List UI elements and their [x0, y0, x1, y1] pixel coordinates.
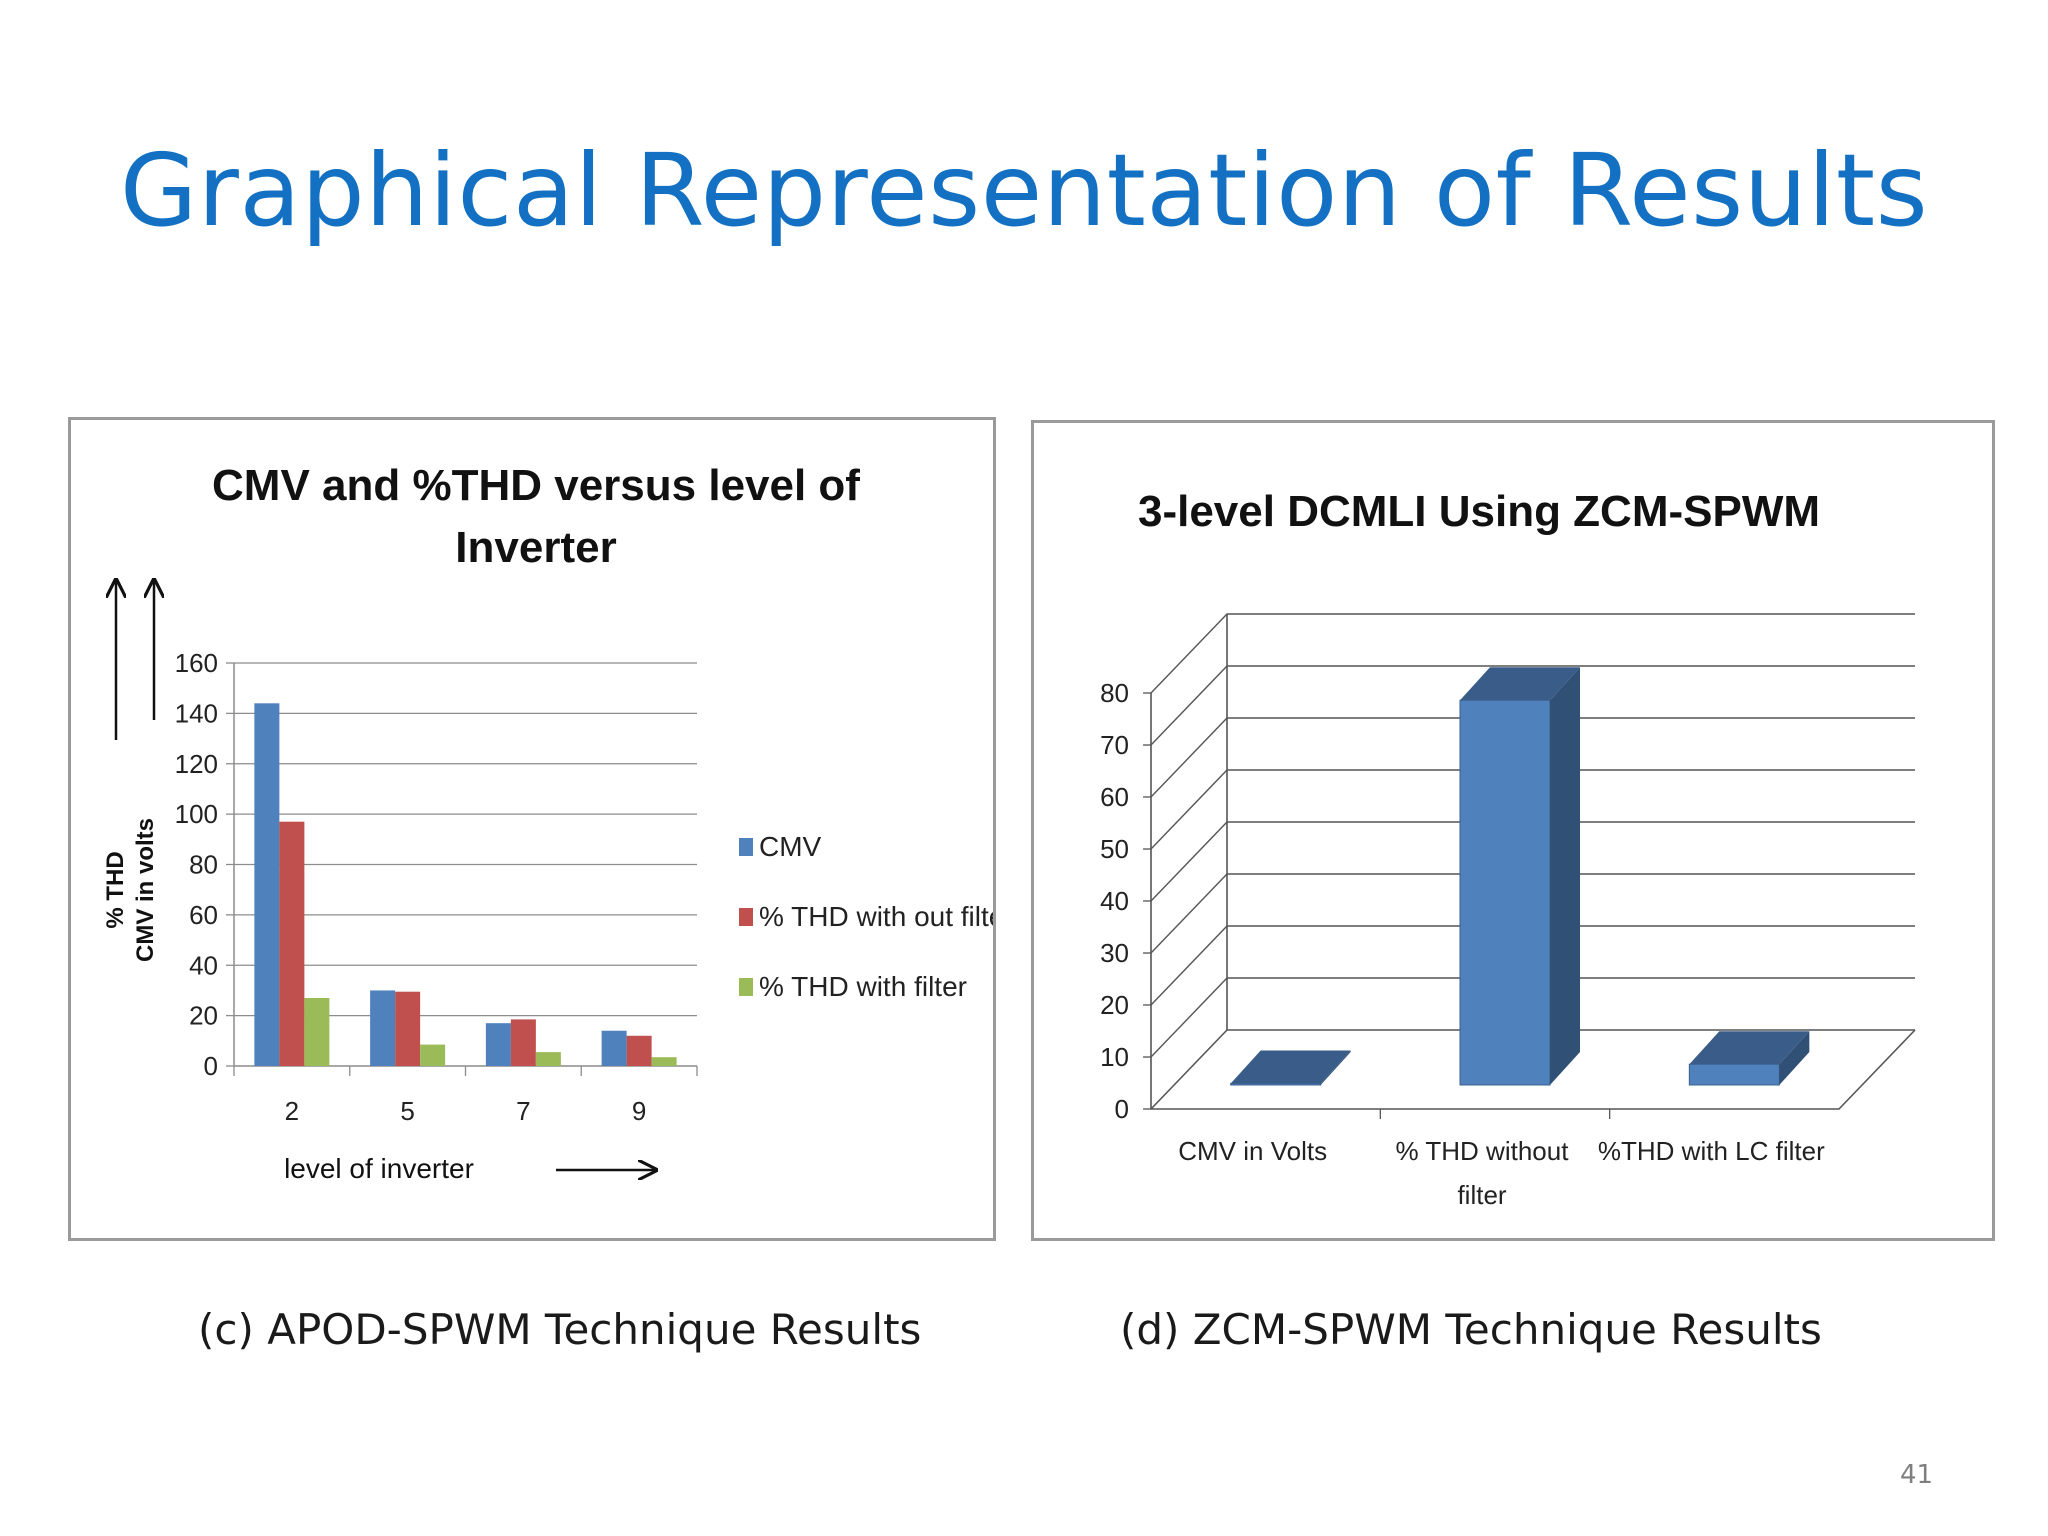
bar-3 [1688, 1031, 1810, 1086]
bar-1-5 [370, 990, 396, 1066]
chart-apod-spwm: CMV and %THD versus level of Inverter % … [68, 417, 996, 1241]
x-tick-label: filter [1457, 1180, 1506, 1210]
legend-swatch [739, 908, 753, 926]
y-tick-label: 20 [189, 1001, 218, 1031]
gridline [1150, 665, 1915, 746]
gridline [1150, 925, 1915, 1006]
gridline [1150, 717, 1915, 798]
bar-front [1459, 699, 1551, 1086]
bar-3-2 [304, 997, 330, 1066]
gridline [1150, 873, 1915, 954]
chart-zcm-svg: 3-level DCMLI Using ZCM-SPWM 0 10 20 30 40 50… [1100, 487, 1916, 1210]
y-tick-label: 0 [204, 1051, 218, 1081]
y-tick-label: 40 [1100, 886, 1129, 916]
bar-2-5 [395, 991, 421, 1066]
bar-2-9 [626, 1035, 652, 1066]
bar-3-5 [420, 1044, 446, 1066]
y-tick-label: 160 [175, 648, 218, 678]
bar-top [1689, 1031, 1810, 1065]
chart-c-xlabel: level of inverter [284, 1153, 474, 1184]
bar-1 [1230, 1050, 1351, 1086]
y-tick-label: 10 [1100, 1042, 1129, 1072]
bar-1-7 [485, 1023, 511, 1066]
y-tick-label: 50 [1100, 834, 1129, 864]
bar-side [1779, 1031, 1810, 1085]
x-tick-label: % THD without [1396, 1136, 1570, 1166]
bar-2-2 [279, 821, 305, 1066]
chart-apod-svg: CMV and %THD versus level of Inverter % … [102, 461, 993, 1184]
caption-apod: (c) APOD-SPWM Technique Results [198, 1305, 922, 1354]
y-tick-label: 80 [1100, 678, 1129, 708]
x-tick-label: %THD with LC filter [1598, 1136, 1825, 1166]
bar-front [1688, 1063, 1780, 1086]
bar-3-7 [535, 1052, 561, 1066]
y-tick-label: 20 [1100, 990, 1129, 1020]
bar-top [1460, 667, 1580, 701]
y-tick-label: 120 [175, 749, 218, 779]
x-tick-label: 7 [516, 1096, 530, 1126]
chart-c-title-line1: CMV and %THD versus level of [212, 461, 860, 510]
chart-c-ylabel-line2: CMV in volts [132, 818, 159, 962]
bar-side [1320, 1050, 1351, 1085]
gridline [1150, 977, 1915, 1058]
y-tick-label: 0 [1115, 1094, 1129, 1124]
bar-front [1230, 1082, 1322, 1086]
y-tick-label: 100 [175, 799, 218, 829]
gridline [1150, 821, 1915, 902]
y-tick-label: 60 [1100, 782, 1129, 812]
legend-label: % THD with filter [759, 971, 967, 1002]
y-tick-label: 40 [189, 950, 218, 980]
x-tick-label: 5 [400, 1096, 414, 1126]
x-tick-label: 2 [285, 1096, 299, 1126]
slide-title: Graphical Representation of Results [119, 132, 1929, 249]
chart-d-title: 3-level DCMLI Using ZCM-SPWM [1138, 487, 1820, 536]
bar-top [1230, 1050, 1351, 1084]
chart-zcm-spwm: 3-level DCMLI Using ZCM-SPWM 0 10 20 30 40 50… [1031, 420, 1995, 1241]
legend-swatch [739, 978, 753, 996]
y-tick-label: 70 [1100, 730, 1129, 760]
caption-zcm: (d) ZCM-SPWM Technique Results [1120, 1305, 1822, 1354]
y-tick-label: 140 [175, 698, 218, 728]
bar-2 [1459, 667, 1580, 1086]
bar-side [1550, 667, 1580, 1085]
legend-swatch [739, 838, 753, 856]
bar-1-9 [601, 1030, 627, 1066]
legend-label: CMV [759, 831, 822, 862]
x-tick-label: 9 [632, 1096, 646, 1126]
y-tick-label: 30 [1100, 938, 1129, 968]
gridline [1150, 613, 1915, 694]
x-tick-label: CMV in Volts [1178, 1136, 1327, 1166]
chart-c-ylabel-line1: % THD [102, 851, 129, 928]
legend-label: % THD with out filter [759, 901, 993, 932]
bar-3-9 [651, 1057, 677, 1066]
page-number: 41 [1900, 1460, 1934, 1490]
bar-2-7 [510, 1019, 536, 1066]
gridline [1150, 769, 1915, 850]
bar-1-2 [254, 703, 280, 1066]
chart-c-title-line2: Inverter [455, 523, 616, 572]
y-tick-label: 60 [189, 900, 218, 930]
y-tick-label: 80 [189, 850, 218, 880]
